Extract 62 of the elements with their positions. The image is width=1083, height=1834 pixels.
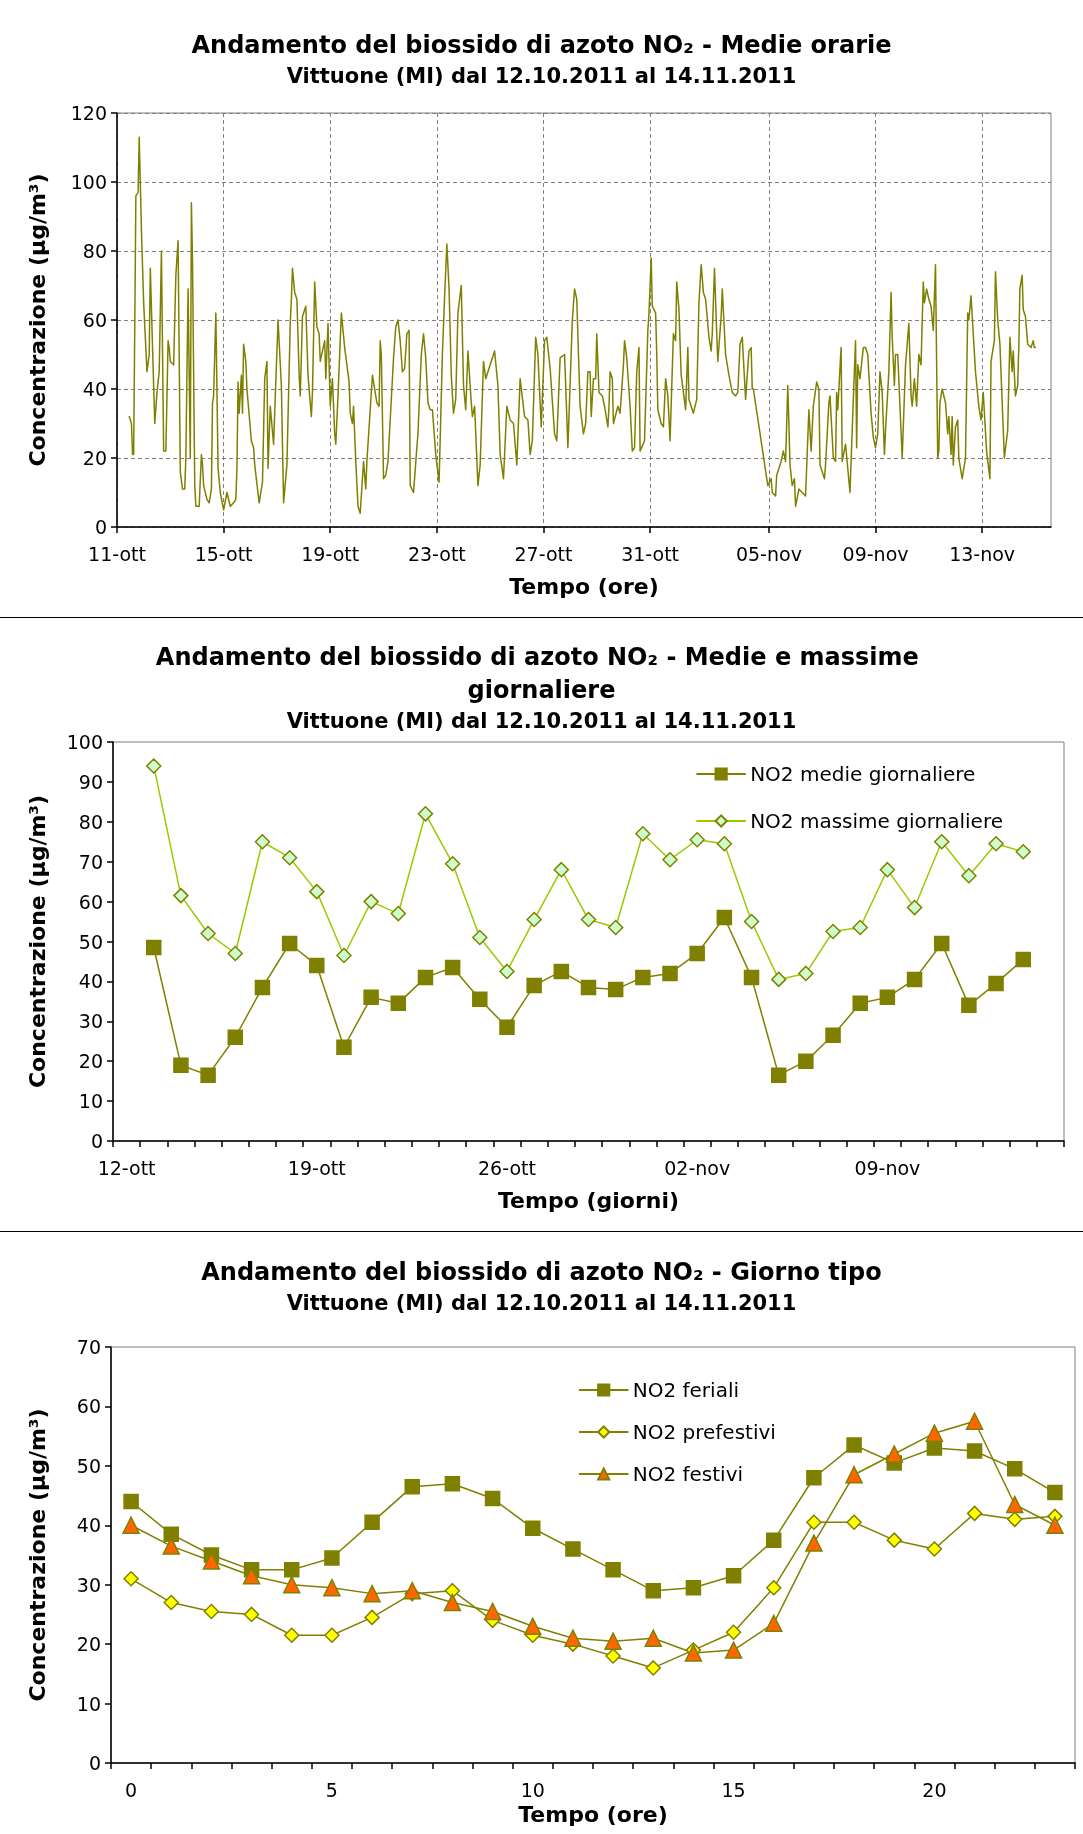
chart-title: Andamento del biossido di azoto NO₂ - Medie e massime giornaliere	[155, 642, 928, 704]
y-tick-label: 0	[88, 1752, 101, 1774]
x-tick-label: 13-nov	[949, 542, 1016, 565]
x-tick-label: 10	[520, 1778, 545, 1801]
x-tick-label: 09-nov	[854, 1156, 921, 1179]
y-axis-title: Concentrazione (µg/m³)	[24, 1408, 50, 1702]
x-axis-title: Tempo (giorni)	[497, 1187, 680, 1213]
x-tick-label: 31-ott	[621, 542, 680, 565]
y-tick-label: 60	[78, 890, 103, 913]
y-tick-label: 80	[82, 240, 107, 262]
x-axis-title: Tempo (ore)	[518, 1802, 668, 1828]
y-axis-title: Concentrazione (µg/m³)	[24, 794, 50, 1089]
y-tick-label: 40	[82, 378, 107, 400]
chart-title: Andamento del biossido di azoto NO₂ - Giorno tipo	[201, 1257, 882, 1286]
y-tick-label: 0	[94, 516, 107, 538]
y-tick-label: 30	[78, 1010, 103, 1033]
x-tick-label: 19-ott	[287, 1156, 346, 1179]
x-axis-title: Tempo (ore)	[509, 573, 659, 599]
y-tick-label: 120	[70, 102, 107, 124]
x-tick-label: 20	[922, 1778, 947, 1801]
y-tick-label: 50	[78, 930, 103, 953]
legend-label: NO2 prefestivi	[632, 1420, 776, 1444]
y-tick-label: 100	[70, 171, 107, 193]
legend-label: NO2 massime giornaliere	[750, 809, 1004, 833]
y-tick-label: 10	[76, 1692, 101, 1715]
y-tick-label: 20	[78, 1050, 103, 1073]
x-tick-label: 09-nov	[842, 542, 909, 565]
legend-label: NO2 feriali	[632, 1378, 739, 1402]
y-tick-label: 50	[76, 1454, 101, 1477]
y-axis-title: Concentrazione (µg/m³)	[24, 173, 50, 467]
legend-label: NO2 medie giornaliere	[750, 762, 976, 786]
x-tick-label: 15	[721, 1778, 746, 1801]
y-tick-label: 10	[78, 1090, 103, 1113]
x-tick-label: 5	[325, 1778, 338, 1801]
y-tick-label: 60	[82, 309, 107, 331]
x-tick-label: 05-nov	[735, 542, 802, 565]
x-tick-label: 26-ott	[478, 1156, 536, 1179]
chart-subtitle: Vittuone (MI) dal 12.10.2011 al 14.11.2011	[286, 709, 797, 733]
y-tick-label: 90	[78, 770, 103, 793]
y-tick-label: 20	[82, 447, 107, 469]
y-tick-label: 70	[78, 850, 103, 873]
x-tick-label: 11-ott	[88, 542, 146, 565]
legend-label: NO2 festivi	[632, 1462, 744, 1486]
y-tick-label: 80	[78, 810, 103, 833]
x-tick-label: 15-ott	[194, 542, 253, 565]
y-tick-label: 40	[76, 1514, 101, 1537]
y-tick-label: 40	[78, 970, 103, 993]
x-tick-label: 0	[125, 1778, 138, 1801]
x-tick-label: 23-ott	[407, 542, 466, 565]
chart-title: Andamento del biossido di azoto NO₂ - Medie orarie	[191, 30, 892, 59]
x-tick-label: 19-ott	[301, 542, 360, 565]
x-tick-label: 27-ott	[514, 542, 573, 565]
y-tick-label: 60	[76, 1395, 101, 1418]
y-tick-label: 30	[76, 1573, 101, 1596]
y-tick-label: 0	[90, 1130, 103, 1152]
y-tick-label: 20	[76, 1633, 101, 1656]
x-tick-label: 02-nov	[664, 1156, 731, 1179]
chart-subtitle: Vittuone (MI) dal 12.10.2011 al 14.11.2011	[286, 1291, 797, 1315]
y-tick-label: 70	[76, 1336, 101, 1358]
y-tick-label: 100	[66, 731, 103, 753]
x-tick-label: 12-ott	[97, 1156, 156, 1179]
chart-subtitle: Vittuone (MI) dal 12.10.2011 al 14.11.2011	[286, 64, 797, 88]
